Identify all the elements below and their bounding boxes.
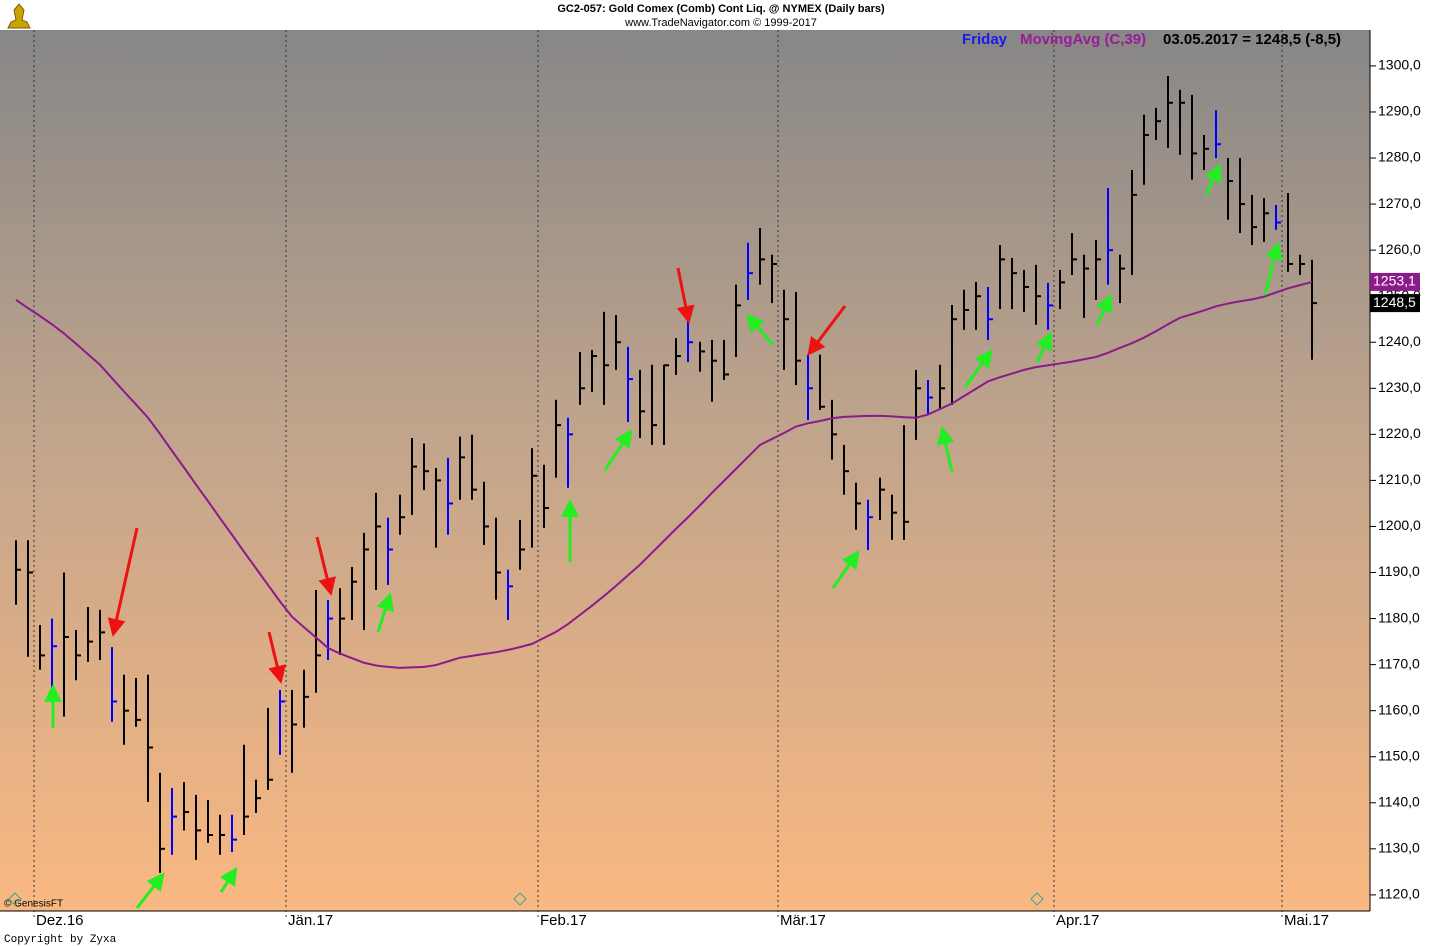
signal-arrow — [267, 631, 286, 684]
y-tick-label: 1290,0 — [1378, 103, 1421, 119]
signal-arrow — [1035, 331, 1052, 363]
moving-average-line — [15, 280, 1313, 669]
signal-arrow — [1095, 293, 1113, 326]
price-tag-label: 1248,5 — [1373, 294, 1416, 310]
logo — [7, 3, 31, 29]
signal-arrow — [219, 866, 238, 893]
copyright: Copyright by Zyxa — [4, 934, 117, 946]
y-tick-label: 1280,0 — [1378, 149, 1421, 165]
signal-arrow — [1204, 163, 1222, 196]
signal-arrow — [135, 872, 165, 909]
y-tick-label: 1180,0 — [1378, 609, 1420, 625]
x-tick-label: Mai.17 — [1284, 912, 1329, 929]
y-tick-label: 1140,0 — [1378, 793, 1420, 809]
y-tick-label: 1300,0 — [1378, 57, 1421, 73]
x-tick-label: Dez.16 — [36, 912, 84, 929]
y-tick-label: 1150,0 — [1378, 747, 1420, 763]
y-tick-label: 1260,0 — [1378, 241, 1421, 257]
y-tick-label: 1230,0 — [1378, 379, 1421, 395]
signal-arrow — [807, 305, 847, 356]
event-markers — [8, 892, 1044, 906]
signal-arrow — [676, 267, 695, 324]
x-tick-label: Mär.17 — [780, 912, 826, 929]
price-tag — [1370, 272, 1420, 291]
y-tick-label: 1170,0 — [1378, 655, 1420, 671]
legend-entry: MovingAvg (C,39) — [1020, 31, 1146, 48]
signal-arrow — [315, 536, 336, 596]
y-tick-label: 1220,0 — [1378, 425, 1421, 441]
chart-title: GC2-057: Gold Comex (Comb) Cont Liq. @ N… — [557, 3, 885, 15]
signal-arrow — [107, 527, 139, 637]
y-tick-label: 1160,0 — [1378, 701, 1420, 717]
chart-subtitle: www.TradeNavigator.com © 1999-2017 — [624, 17, 817, 29]
y-tick-label: 1240,0 — [1378, 333, 1421, 349]
signal-arrow — [603, 429, 633, 471]
y-tick-label: 1210,0 — [1378, 471, 1421, 487]
plot-background — [0, 30, 1370, 911]
y-tick-label: 1190,0 — [1378, 563, 1420, 579]
y-tick-label: 1120,0 — [1378, 886, 1420, 902]
day-label: Friday — [962, 31, 1008, 48]
y-tick-label: 1200,0 — [1378, 517, 1421, 533]
y-tick-label: 1270,0 — [1378, 195, 1421, 211]
signal-arrow — [963, 349, 993, 388]
source-note: © GenesisFT — [4, 899, 63, 910]
x-tick-label: Apr.17 — [1056, 912, 1099, 929]
y-tick-label: 1130,0 — [1378, 840, 1420, 856]
signal-arrow — [376, 592, 394, 633]
x-tick-label: Feb.17 — [540, 912, 587, 929]
readout: 03.05.2017 = 1248,5 (-8,5) — [1163, 31, 1341, 48]
signal-arrow — [936, 426, 955, 473]
signal-arrow — [1263, 241, 1283, 296]
price-tag-label: 1253,1 — [1373, 273, 1416, 289]
signal-arrow — [831, 550, 860, 589]
x-tick-label: Jän.17 — [288, 912, 333, 929]
signal-arrow — [746, 313, 775, 346]
signal-arrows — [44, 163, 1283, 909]
price-tag — [1370, 294, 1420, 313]
